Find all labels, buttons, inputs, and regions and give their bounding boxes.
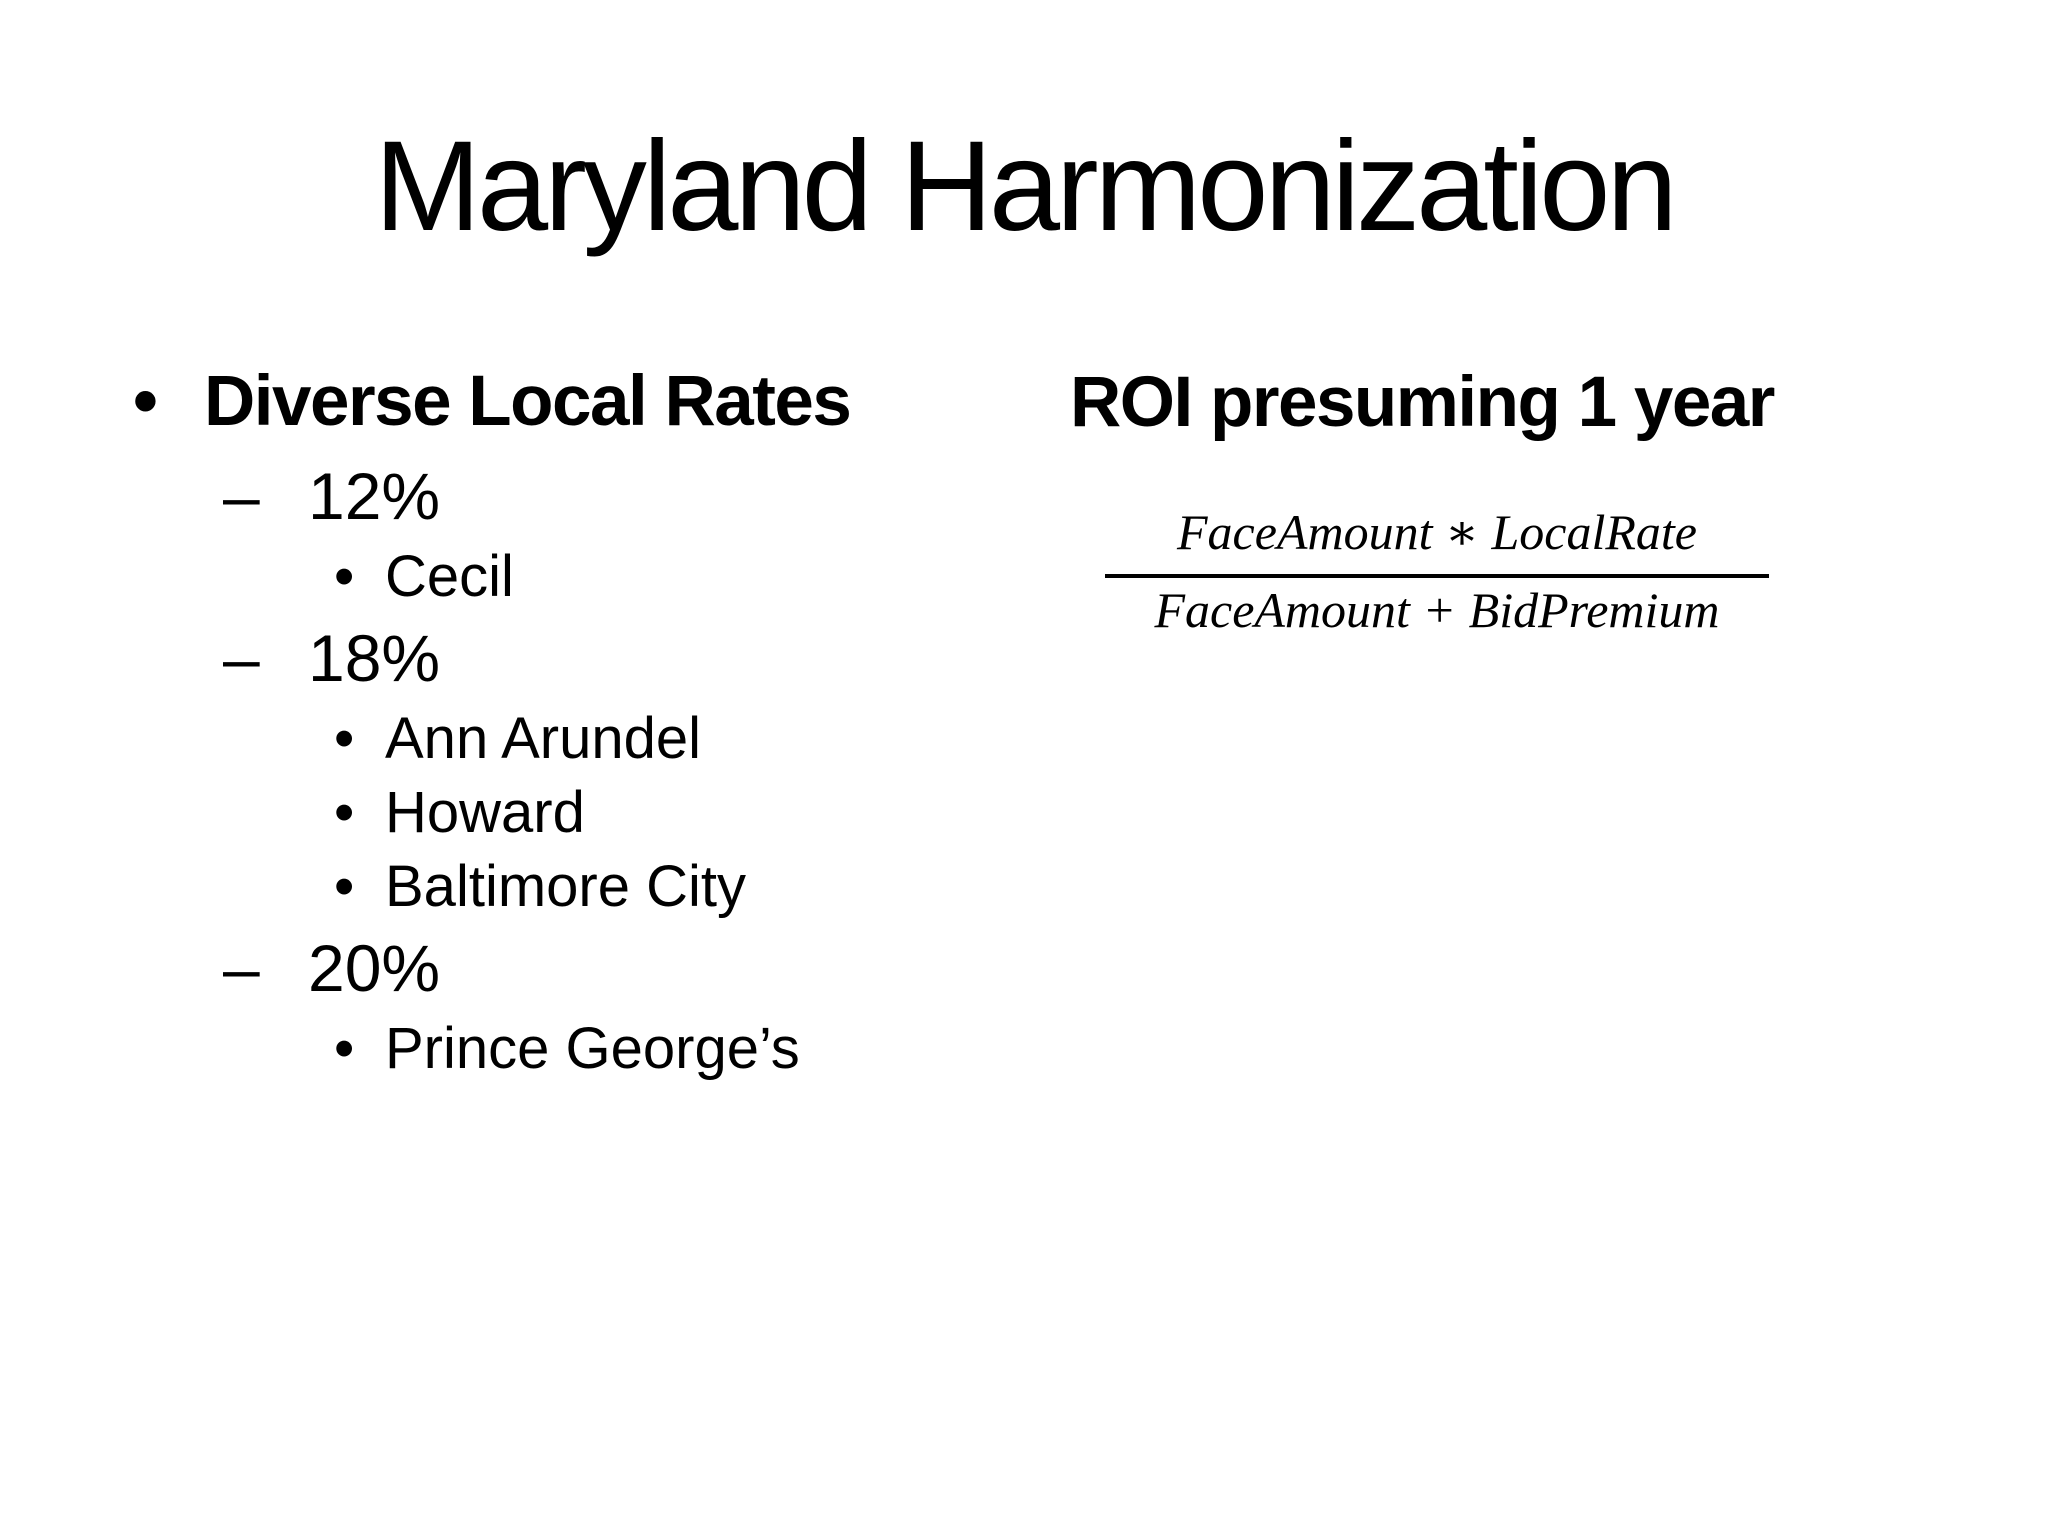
jurisdiction-item-ann-arundel: • Ann Arundel — [334, 702, 1050, 776]
roi-heading: ROI presuming 1 year — [1070, 363, 1775, 442]
dash-icon: – — [223, 931, 260, 1005]
jurisdiction-label: Ann Arundel — [385, 706, 702, 771]
jurisdiction-item-prince-georges: • Prince George’s — [334, 1012, 1050, 1086]
bullet-icon: • — [334, 780, 355, 845]
dash-icon: – — [223, 459, 260, 533]
bullet-icon: • — [133, 362, 158, 441]
slide-title: Maryland Harmonization — [374, 115, 1677, 258]
bullet-icon: • — [334, 706, 355, 771]
left-heading: Diverse Local Rates — [204, 362, 852, 441]
jurisdiction-label: Cecil — [385, 544, 514, 609]
jurisdiction-item-baltimore-city: • Baltimore City — [334, 850, 1050, 924]
jurisdiction-label: Howard — [385, 780, 585, 845]
diverse-local-rates-list: • Diverse Local Rates – 12% • Cecil – 18… — [0, 352, 1050, 1086]
rate-item-18: – 18% — [223, 614, 1050, 702]
bullet-icon: • — [334, 1016, 355, 1081]
list-item-heading: • Diverse Local Rates — [133, 352, 1050, 452]
rate-label: 20% — [308, 931, 441, 1005]
rate-item-12: – 12% — [223, 452, 1050, 540]
rate-label: 18% — [308, 621, 441, 695]
jurisdiction-label: Baltimore City — [385, 854, 746, 919]
jurisdiction-label: Prince George’s — [385, 1016, 800, 1081]
dash-icon: – — [223, 621, 260, 695]
rate-item-20: – 20% — [223, 924, 1050, 1012]
bullet-icon: • — [334, 854, 355, 919]
jurisdiction-item-cecil: • Cecil — [334, 540, 1050, 614]
bullet-icon: • — [334, 544, 355, 609]
formula-denominator: FaceAmount + BidPremium — [1154, 582, 1720, 638]
formula-numerator: FaceAmount ∗ LocalRate — [1105, 502, 1769, 578]
rate-label: 12% — [308, 459, 441, 533]
roi-formula: FaceAmount ∗ LocalRate FaceAmount + BidP… — [1105, 502, 1769, 640]
jurisdiction-item-howard: • Howard — [334, 776, 1050, 850]
